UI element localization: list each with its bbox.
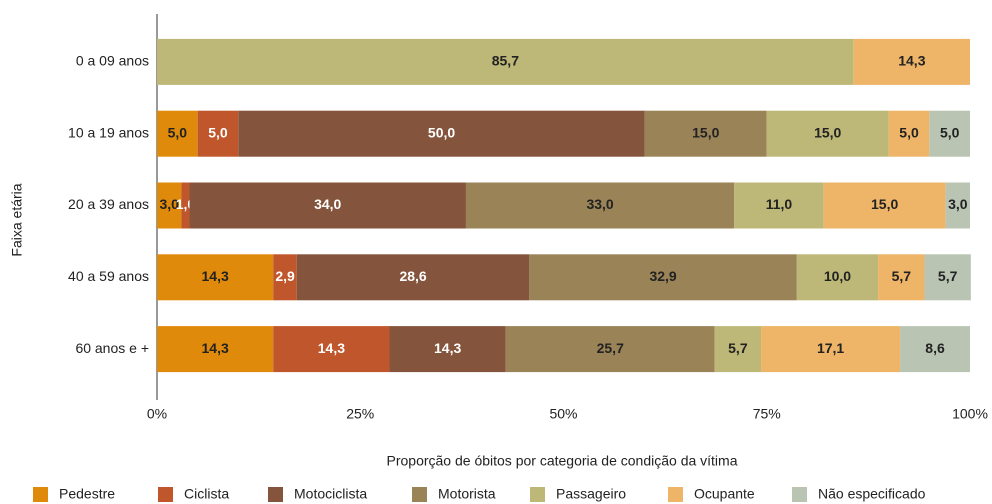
data-label: 14,3: [318, 340, 345, 356]
bar-segment: [529, 254, 797, 301]
bar-segment: [853, 38, 970, 85]
bar-segment: [238, 110, 645, 157]
data-label: 32,9: [649, 268, 676, 284]
bar-segment: [929, 110, 970, 157]
data-label: 15,0: [814, 124, 841, 140]
data-label: 17,1: [817, 340, 844, 356]
bar-segment: [181, 182, 190, 229]
bar-segment: [734, 182, 824, 229]
bar-segment: [157, 254, 274, 301]
legend-label: Não especificado: [818, 486, 926, 502]
data-label: 25,7: [597, 340, 624, 356]
y-tick-label: 60 anos e +: [75, 340, 149, 356]
data-label: 2,9: [275, 268, 295, 284]
legend-swatch: [158, 487, 173, 502]
bar-segment: [197, 110, 239, 157]
data-label: 5,7: [938, 268, 958, 284]
y-tick-label: 0 a 09 anos: [76, 53, 149, 69]
data-label: 85,7: [492, 53, 519, 69]
bar-segment: [796, 254, 879, 301]
data-label: 3,0: [948, 196, 968, 212]
legend-label: Ciclista: [184, 486, 229, 502]
data-label: 5,7: [728, 340, 748, 356]
data-label: 5,0: [899, 124, 919, 140]
data-label: 5,0: [208, 124, 228, 140]
bar-segment: [505, 326, 715, 373]
bar-segment: [878, 254, 925, 301]
bar-segment: [273, 326, 390, 373]
data-label: 14,3: [434, 340, 461, 356]
data-label: 5,0: [940, 124, 960, 140]
bar-segment: [189, 182, 466, 229]
data-label: 10,0: [824, 268, 851, 284]
data-label: 8,6: [925, 340, 945, 356]
bar-segment: [157, 182, 182, 229]
data-label: 11,0: [766, 196, 793, 212]
y-tick-label: 40 a 59 anos: [68, 268, 149, 284]
y-tick-label: 20 a 39 anos: [68, 196, 149, 212]
legend-label: Ocupante: [694, 486, 755, 502]
bar-segment: [888, 110, 930, 157]
bar-segment: [465, 182, 735, 229]
x-tick-label: 0%: [147, 406, 167, 422]
bar-segment: [766, 110, 889, 157]
data-label: 14,3: [202, 340, 229, 356]
y-tick-label: 10 a 19 anos: [68, 124, 149, 140]
data-label: 5,0: [168, 124, 188, 140]
bar-segment: [945, 182, 970, 229]
data-label: 14,3: [202, 268, 229, 284]
legend-label: Motorista: [438, 486, 496, 502]
bar-segment: [924, 254, 971, 301]
legend-swatch: [268, 487, 283, 502]
x-tick-label: 100%: [952, 406, 988, 422]
data-label: 3,0: [159, 196, 179, 212]
data-label: 5,7: [892, 268, 912, 284]
legend-swatch: [530, 487, 545, 502]
data-label: 34,0: [314, 196, 341, 212]
bar-segment: [296, 254, 530, 301]
legend-swatch: [412, 487, 427, 502]
legend-label: Pedestre: [59, 486, 115, 502]
data-label: 15,0: [692, 124, 719, 140]
x-tick-label: 75%: [753, 406, 781, 422]
bar-segment: [900, 326, 970, 373]
data-label: 14,3: [898, 53, 925, 69]
bar-segment: [157, 38, 854, 85]
x-axis-title: Proporção de óbitos por categoria de con…: [387, 453, 738, 469]
legend-swatch: [668, 487, 683, 502]
bar-segment: [389, 326, 506, 373]
data-label: 15,0: [871, 196, 898, 212]
legend-swatch: [33, 487, 48, 502]
bar-segment: [273, 254, 297, 301]
legend-swatch: [792, 487, 807, 502]
x-tick-label: 25%: [346, 406, 374, 422]
data-label: 28,6: [399, 268, 426, 284]
y-axis-title: Faixa etária: [9, 183, 25, 256]
bar-segment: [714, 326, 762, 373]
bar-segment: [157, 326, 274, 373]
legend-label: Motociclista: [294, 486, 367, 502]
x-tick-label: 50%: [549, 406, 577, 422]
legend-label: Passageiro: [556, 486, 626, 502]
bar-segment: [823, 182, 946, 229]
data-label: 33,0: [586, 196, 613, 212]
data-label: 50,0: [428, 124, 455, 140]
bar-segment: [644, 110, 767, 157]
bar-segment: [761, 326, 901, 373]
bar-segment: [157, 110, 198, 157]
